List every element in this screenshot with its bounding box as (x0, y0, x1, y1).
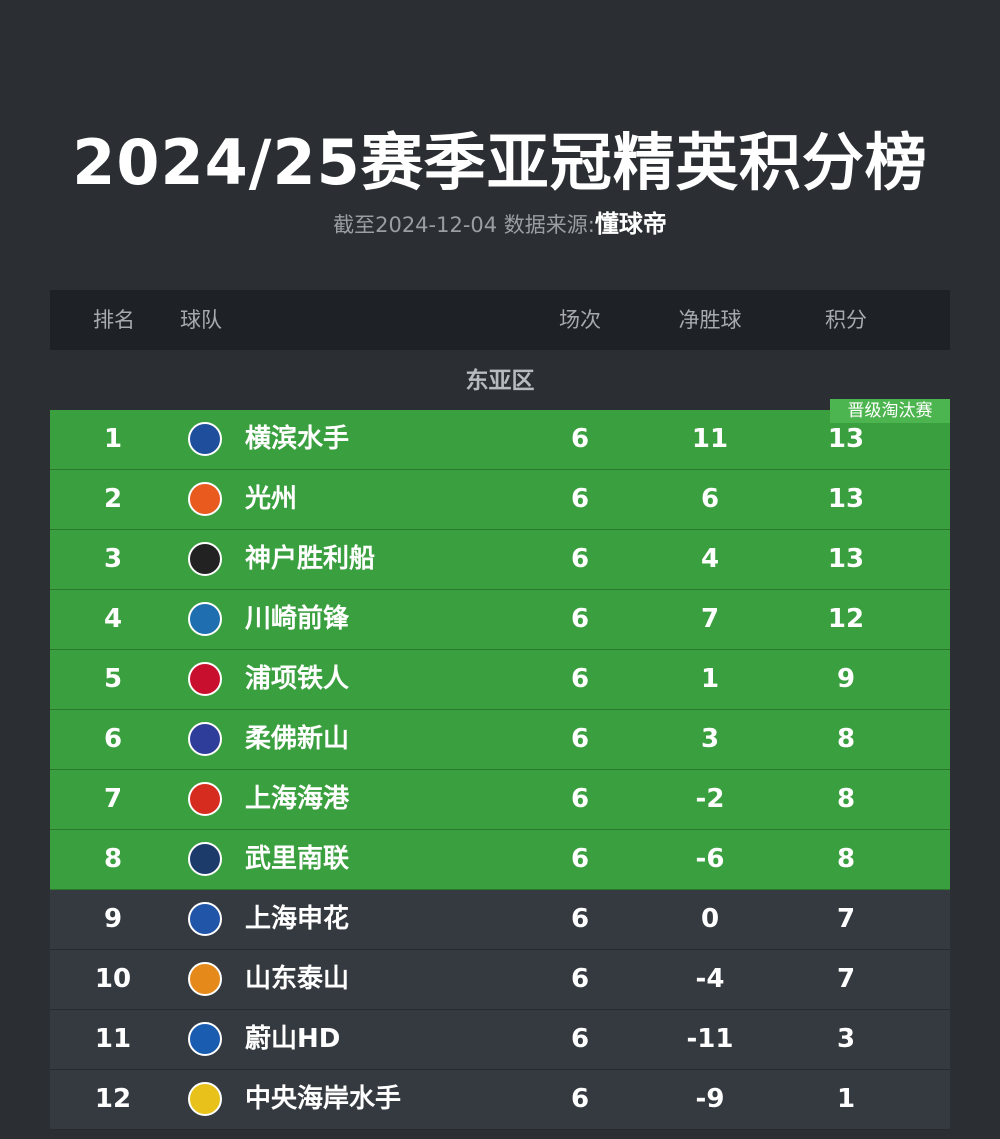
col-points: 积分 (825, 308, 867, 332)
points: 13 (827, 544, 865, 574)
points: 3 (836, 1024, 856, 1054)
team-logo (188, 542, 222, 576)
table-row: 3 神户胜利船 6 4 13 (50, 530, 950, 590)
table-row: 7 上海海港 6 -2 8 (50, 770, 950, 830)
rank: 11 (94, 1024, 132, 1054)
team-name: 川崎前锋 (245, 604, 350, 634)
points: 8 (836, 784, 856, 814)
rank: 3 (103, 544, 123, 574)
table-row: 6 柔佛新山 6 3 8 (50, 710, 950, 770)
goal-difference: 1 (700, 664, 720, 694)
subtitle-line: 截至2024-12-04 数据来源:懂球帝 (0, 204, 1000, 239)
goal-difference: -9 (695, 1084, 725, 1114)
rank: 9 (103, 904, 123, 934)
table-row: 11 蔚山HD 6 -11 3 (50, 1010, 950, 1070)
team-logo (188, 1082, 222, 1116)
played: 6 (570, 1084, 590, 1114)
played: 6 (570, 964, 590, 994)
table-row: 5 浦项铁人 6 1 9 (50, 650, 950, 710)
col-team: 球队 (180, 308, 222, 332)
goal-difference: -6 (695, 844, 725, 874)
table-row: 12 中央海岸水手 6 -9 1 (50, 1070, 950, 1130)
team-name: 浦项铁人 (245, 664, 350, 694)
team-name: 神户胜利船 (245, 544, 376, 574)
col-gd: 净胜球 (678, 308, 742, 332)
played: 6 (570, 724, 590, 754)
team-logo (188, 422, 222, 456)
table-row: 1 横滨水手 6 11 13 (50, 410, 950, 470)
played: 6 (570, 784, 590, 814)
table-header: 排名 球队 场次 净胜球 积分 (50, 290, 950, 350)
played: 6 (570, 664, 590, 694)
rank: 5 (103, 664, 123, 694)
points: 7 (836, 904, 856, 934)
played: 6 (570, 844, 590, 874)
col-played: 场次 (559, 308, 601, 332)
goal-difference: -4 (695, 964, 725, 994)
goal-difference: 3 (700, 724, 720, 754)
points: 1 (836, 1084, 856, 1114)
col-rank: 排名 (93, 308, 135, 332)
team-logo (188, 962, 222, 996)
points: 8 (836, 844, 856, 874)
team-logo (188, 842, 222, 876)
table-row: 10 山东泰山 6 -4 7 (50, 950, 950, 1010)
goal-difference: 6 (700, 484, 720, 514)
goal-difference: 11 (691, 424, 729, 454)
team-name: 上海海港 (245, 784, 350, 814)
played: 6 (570, 604, 590, 634)
table-row: 8 武里南联 6 -6 8 (50, 830, 950, 890)
team-name: 武里南联 (245, 844, 350, 874)
team-name: 中央海岸水手 (245, 1084, 402, 1114)
rank: 12 (94, 1084, 132, 1114)
goal-difference: 0 (700, 904, 720, 934)
played: 6 (570, 1024, 590, 1054)
points: 8 (836, 724, 856, 754)
played: 6 (570, 424, 590, 454)
table-row: 2 光州 6 6 13 (50, 470, 950, 530)
rank: 8 (103, 844, 123, 874)
team-logo (188, 722, 222, 756)
title: 2024/25赛季亚冠精英积分榜 (72, 126, 928, 199)
points: 7 (836, 964, 856, 994)
qualify-badge: 晋级淘汰赛 (830, 399, 950, 423)
goal-difference: 4 (700, 544, 720, 574)
rank: 6 (103, 724, 123, 754)
rank: 10 (94, 964, 132, 994)
team-logo (188, 602, 222, 636)
goal-difference: 7 (700, 604, 720, 634)
played: 6 (570, 904, 590, 934)
points: 13 (827, 484, 865, 514)
table-row: 9 上海申花 6 0 7 (50, 890, 950, 950)
team-name: 山东泰山 (245, 964, 350, 994)
goal-difference: -11 (686, 1024, 734, 1054)
team-logo (188, 902, 222, 936)
subtitle: 截至2024-12-04 数据来源: (333, 213, 595, 237)
rank: 2 (103, 484, 123, 514)
team-name: 光州 (245, 484, 298, 514)
team-logo (188, 1022, 222, 1056)
source: 懂球帝 (594, 210, 667, 238)
team-logo (188, 662, 222, 696)
team-name: 横滨水手 (245, 424, 350, 454)
team-name: 上海申花 (245, 904, 350, 934)
played: 6 (570, 484, 590, 514)
team-name: 柔佛新山 (245, 724, 350, 754)
played: 6 (570, 544, 590, 574)
points: 9 (836, 664, 856, 694)
table-row: 4 川崎前锋 6 7 12 (50, 590, 950, 650)
rank: 4 (103, 604, 123, 634)
goal-difference: -2 (695, 784, 725, 814)
section-title: 东亚区 (465, 368, 535, 394)
points: 12 (827, 604, 865, 634)
points: 13 (827, 424, 865, 454)
rank: 7 (103, 784, 123, 814)
team-name: 蔚山HD (245, 1024, 341, 1054)
team-logo (188, 482, 222, 516)
rank: 1 (103, 424, 123, 454)
team-logo (188, 782, 222, 816)
